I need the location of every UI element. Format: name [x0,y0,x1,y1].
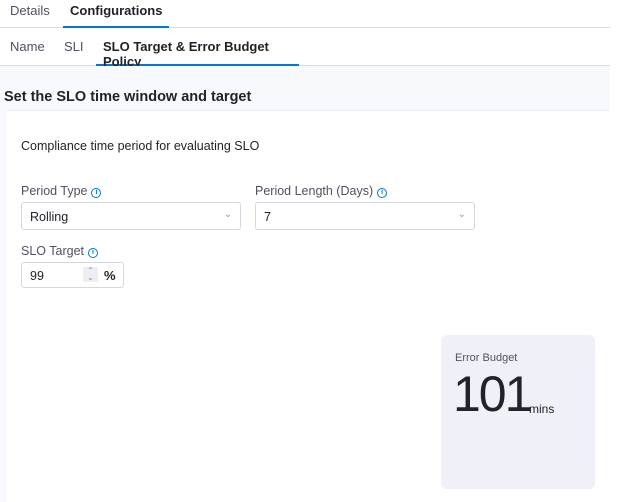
error-budget-unit: mins [529,402,555,416]
percent-unit: % [104,268,116,283]
slo-target-label-text: SLO Target [21,244,85,258]
config-tabs: Name SLI SLO Target & Error Budget Polic… [0,28,610,69]
slo-target-input[interactable]: 99 ⌃ ⌄ % [21,262,124,288]
error-budget-value: 101 [453,366,532,422]
tab-name[interactable]: Name [10,39,45,54]
section-title: Set the SLO time window and target [4,89,252,105]
stepper-icon[interactable]: ⌃ ⌄ [83,267,98,282]
period-type-label: Period Type i [21,184,102,198]
info-icon[interactable]: i [377,188,388,198]
period-length-label-text: Period Length (Days) [255,184,374,198]
period-type-select[interactable]: Rolling ⌄ [21,202,241,230]
slo-target-value: 99 [30,269,44,283]
period-type-value: Rolling [30,210,69,224]
tab-details[interactable]: Details [10,3,50,18]
slo-target-label: SLO Target i [21,244,99,258]
tab-sli[interactable]: SLI [64,39,84,54]
info-icon[interactable]: i [88,248,99,258]
error-budget-label: Error Budget [455,352,518,364]
tab-configurations[interactable]: Configurations [63,3,170,28]
chevron-down-icon: ⌄ [223,209,232,220]
period-type-label-text: Period Type [21,184,88,198]
tab-slo-target[interactable]: SLO Target & Error Budget Policy [96,39,299,69]
period-length-select[interactable]: 7 ⌄ [255,202,475,230]
period-length-value: 7 [264,210,271,224]
info-icon[interactable]: i [91,188,102,198]
error-budget-card: Error Budget 101 mins [441,335,595,489]
chevron-down-icon: ⌄ [457,209,466,220]
main-tabs: Details Configurations [0,0,610,28]
compliance-subtitle: Compliance time period for evaluating SL… [21,139,260,153]
period-length-label: Period Length (Days) i [255,184,388,198]
